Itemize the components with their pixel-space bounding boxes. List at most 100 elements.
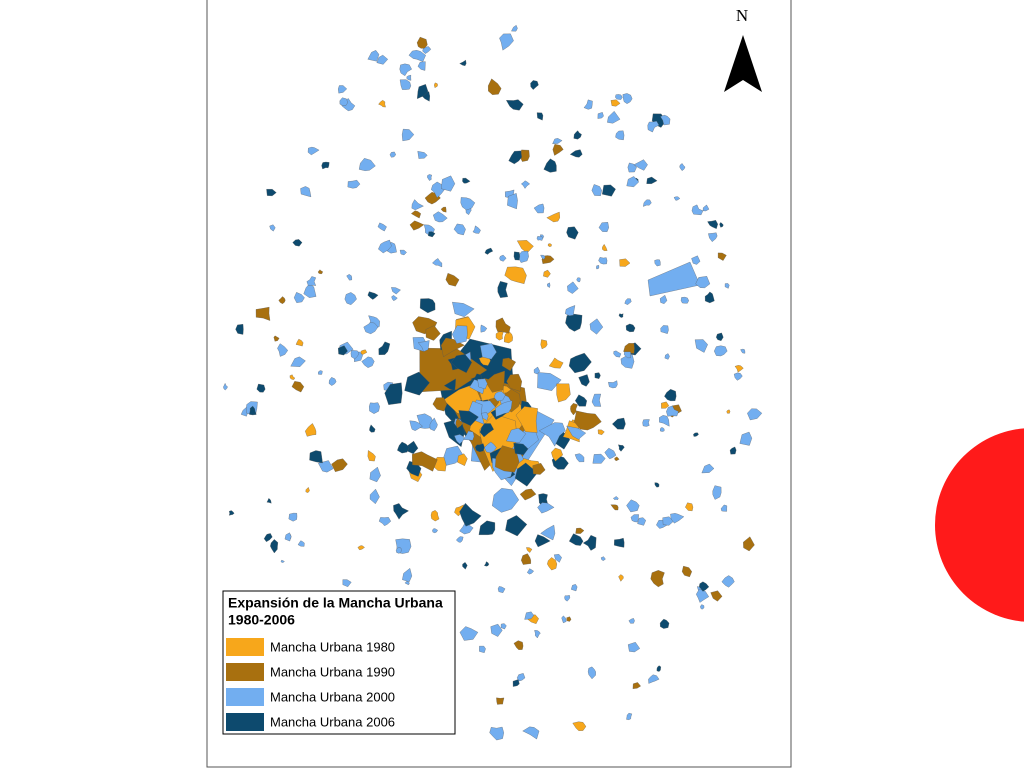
legend-items: Mancha Urbana 1980 Mancha Urbana 1990 Manc… bbox=[226, 638, 395, 731]
urban-patch bbox=[263, 533, 273, 542]
urban-patch bbox=[602, 244, 608, 251]
urban-patch bbox=[691, 255, 701, 265]
urban-patch bbox=[702, 204, 710, 212]
urban-patch bbox=[346, 274, 352, 281]
urban-patch bbox=[432, 397, 448, 412]
urban-patch bbox=[293, 292, 305, 303]
urban-patch bbox=[610, 504, 619, 511]
urban-patch bbox=[430, 510, 440, 522]
urban-patch bbox=[290, 356, 306, 367]
urban-patch bbox=[499, 33, 514, 51]
urban-patch bbox=[600, 556, 606, 561]
urban-patch bbox=[309, 450, 323, 464]
urban-patch bbox=[417, 61, 426, 71]
urban-patch bbox=[716, 332, 724, 341]
urban-patch bbox=[306, 276, 317, 286]
urban-patch bbox=[632, 682, 641, 689]
urban-patch bbox=[659, 415, 670, 427]
urban-patch bbox=[350, 350, 360, 360]
urban-patch bbox=[708, 232, 718, 242]
urban-patch bbox=[618, 574, 624, 582]
urban-patch bbox=[551, 447, 563, 462]
urban-patch bbox=[472, 225, 481, 234]
urban-patch bbox=[266, 498, 272, 504]
urban-patch bbox=[412, 451, 438, 472]
urban-patch bbox=[660, 427, 665, 432]
urban-patch bbox=[378, 100, 386, 108]
urban-patch bbox=[547, 557, 558, 571]
urban-patch bbox=[623, 351, 631, 359]
urban-patch bbox=[367, 50, 380, 62]
urban-patch bbox=[339, 97, 348, 106]
urban-patch bbox=[318, 460, 334, 473]
urban-patch bbox=[480, 343, 497, 360]
urban-patch bbox=[235, 324, 244, 335]
urban-patch bbox=[661, 401, 670, 409]
urban-patch bbox=[522, 726, 540, 740]
urban-patch bbox=[492, 488, 519, 513]
urban-patch bbox=[511, 24, 518, 32]
urban-patch bbox=[377, 222, 387, 232]
urban-patch bbox=[540, 339, 548, 350]
urban-patch bbox=[543, 269, 551, 278]
urban-patch bbox=[458, 410, 479, 426]
urban-patch bbox=[417, 151, 428, 159]
urban-patch bbox=[289, 374, 296, 380]
urban-patch bbox=[419, 298, 436, 314]
urban-patch bbox=[404, 371, 430, 396]
urban-patch bbox=[521, 180, 530, 189]
urban-patch bbox=[280, 559, 285, 563]
urban-patch bbox=[369, 402, 380, 414]
urban-patch bbox=[506, 428, 527, 443]
urban-patch bbox=[650, 570, 665, 588]
urban-patch bbox=[459, 59, 467, 66]
urban-patch bbox=[480, 324, 488, 333]
urban-patch bbox=[318, 370, 323, 375]
urban-patch bbox=[344, 292, 357, 305]
urban-patch bbox=[633, 159, 648, 171]
urban-patch bbox=[284, 532, 292, 542]
urban-patch bbox=[249, 405, 257, 416]
urban-patch bbox=[717, 252, 727, 261]
north-arrow bbox=[724, 35, 762, 92]
legend-swatch bbox=[226, 638, 264, 656]
urban-patch bbox=[536, 112, 544, 121]
urban-patch bbox=[305, 423, 317, 437]
urban-patch bbox=[521, 553, 531, 565]
urban-patch bbox=[695, 276, 711, 289]
urban-patch bbox=[500, 623, 507, 630]
urban-patch bbox=[378, 239, 392, 254]
urban-patch bbox=[608, 380, 618, 389]
urban-patch bbox=[553, 554, 562, 563]
urban-patch bbox=[721, 575, 735, 588]
urban-patch bbox=[513, 442, 529, 456]
urban-patch bbox=[223, 382, 228, 391]
urban-patch bbox=[575, 394, 587, 407]
urban-patch bbox=[516, 673, 526, 682]
urban-patch bbox=[504, 266, 527, 284]
urban-patch bbox=[642, 419, 650, 427]
urban-patch bbox=[331, 458, 348, 472]
urban-patch bbox=[626, 499, 640, 513]
urban-patch bbox=[422, 46, 432, 54]
urban-patch bbox=[434, 82, 438, 88]
urban-patch bbox=[623, 343, 635, 354]
urban-patch bbox=[288, 512, 298, 522]
urban-patch bbox=[615, 94, 623, 100]
urban-patch bbox=[534, 630, 541, 639]
urban-patch bbox=[618, 313, 624, 318]
urban-patch bbox=[614, 456, 620, 461]
urban-patch bbox=[416, 36, 428, 49]
urban-patch bbox=[537, 372, 562, 391]
legend-title: Expansión de la Mancha Urbana bbox=[228, 595, 443, 611]
urban-patch bbox=[506, 99, 524, 111]
urban-patch bbox=[328, 377, 337, 386]
urban-patch bbox=[654, 482, 660, 488]
urban-patch bbox=[547, 282, 551, 288]
urban-patch bbox=[321, 161, 330, 170]
urban-patch bbox=[393, 503, 409, 520]
urban-patch bbox=[427, 174, 432, 181]
urban-patch bbox=[565, 305, 576, 316]
urban-patch bbox=[389, 151, 396, 158]
urban-patch bbox=[303, 283, 317, 298]
